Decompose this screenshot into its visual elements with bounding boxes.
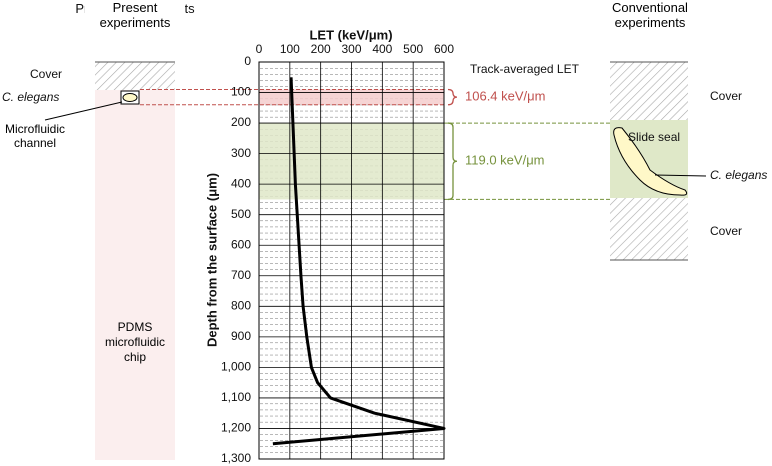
- data-line: [272, 77, 446, 446]
- brace: [447, 122, 458, 201]
- plot-frame: [258, 61, 445, 460]
- y-tick-label: 0: [244, 54, 251, 68]
- x-tick-label: 200: [311, 42, 331, 56]
- cover-hatch: [95, 62, 175, 90]
- pointer: [654, 174, 707, 177]
- x-tick-label: 600: [434, 42, 454, 56]
- y-tick-label: 400: [231, 176, 251, 190]
- y-tick-label: 700: [231, 268, 251, 282]
- y-tick-label: 800: [231, 298, 251, 312]
- label: Cover: [30, 67, 62, 81]
- panel-title: Present experiments: [85, 0, 185, 30]
- track-label: Track-averaged LET: [470, 62, 580, 76]
- brace: [447, 88, 458, 106]
- worm: [122, 93, 138, 102]
- cover-hatch: [610, 198, 688, 260]
- y-tick-label: 600: [231, 237, 251, 251]
- x-tick-label: 500: [403, 42, 423, 56]
- y-tick-label: 1,300: [221, 451, 251, 465]
- x-tick-label: 100: [280, 42, 300, 56]
- label: Cover: [710, 89, 742, 103]
- label: C. elegans: [710, 168, 767, 182]
- label: Cover: [710, 224, 742, 238]
- y-tick-label: 1,200: [221, 421, 251, 435]
- y-tick-label: 100: [231, 85, 251, 99]
- label: C. elegans: [2, 90, 59, 104]
- x-tick-label: 0: [256, 42, 263, 56]
- y-axis-title: Depth from the surface (μm): [204, 173, 219, 347]
- cover-hatch: [610, 62, 688, 120]
- y-tick-label: 900: [231, 329, 251, 343]
- pointer: [44, 101, 123, 121]
- band-label: 119.0 keV/μm: [465, 153, 545, 168]
- y-tick-label: 500: [231, 207, 251, 221]
- y-tick-label: 200: [231, 115, 251, 129]
- x-tick-label: 300: [341, 42, 361, 56]
- y-tick-label: 300: [231, 146, 251, 160]
- y-tick-label: 1,000: [221, 360, 251, 374]
- x-axis-title: LET (keV/μm): [309, 27, 392, 42]
- chip-body: [95, 62, 175, 460]
- worm: [613, 127, 688, 196]
- panel-title: Conventional experiments: [612, 0, 688, 30]
- label: Slide seal: [628, 130, 680, 144]
- y-tick-label: 1,100: [221, 390, 251, 404]
- x-tick-label: 400: [372, 42, 392, 56]
- band-label: 106.4 keV/μm: [465, 89, 545, 104]
- label: Microfluidic channel: [4, 122, 65, 150]
- label: PDMS microfluidic chip: [104, 320, 165, 364]
